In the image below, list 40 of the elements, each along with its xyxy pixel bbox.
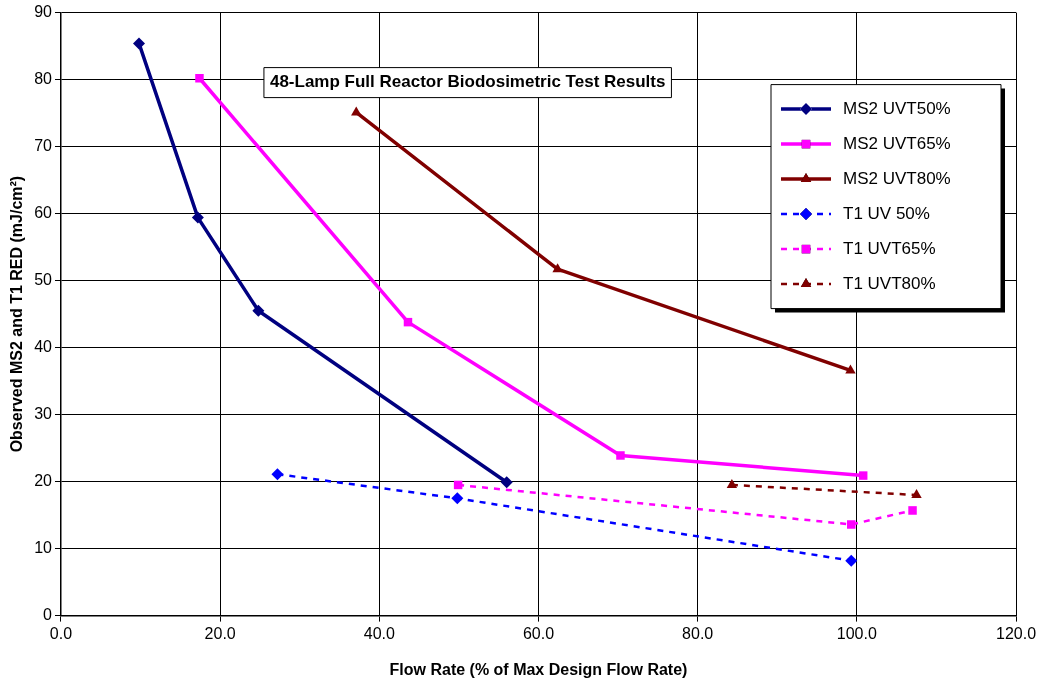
point — [908, 506, 917, 515]
point — [845, 554, 858, 567]
point — [500, 476, 513, 489]
legend-label: MS2 UVT65% — [843, 133, 951, 153]
x-tick-label: 100.0 — [836, 624, 877, 642]
y-tick-label: 10 — [34, 539, 53, 557]
y-tick-label: 20 — [34, 472, 53, 490]
point — [252, 304, 265, 317]
x-tick-label: 20.0 — [204, 624, 236, 642]
y-tick-label: 90 — [34, 3, 53, 21]
legend-label: MS2 UVT80% — [843, 168, 951, 188]
x-tick-label: 0.0 — [49, 624, 73, 642]
point — [847, 520, 856, 529]
legend-label: T1 UVT65% — [843, 238, 936, 258]
y-tick-label: 50 — [34, 271, 53, 289]
x-tick-label: 120.0 — [995, 624, 1037, 642]
y-tick-label: 60 — [34, 204, 53, 222]
point — [845, 364, 856, 374]
point — [858, 471, 868, 480]
x-axis-title: Flow Rate (% of Max Design Flow Rate) — [389, 660, 688, 678]
y-tick-label: 0 — [43, 606, 53, 624]
y-tick-label: 80 — [34, 70, 53, 88]
point — [191, 211, 204, 224]
y-axis-title: Observed MS2 and T1 RED (mJ/cm²) — [8, 175, 26, 453]
point — [271, 468, 284, 481]
x-tick-label: 60.0 — [522, 624, 555, 642]
point — [132, 37, 145, 50]
point — [552, 263, 563, 273]
y-tick-label: 30 — [34, 405, 53, 423]
point — [195, 74, 204, 83]
legend-label: T1 UVT80% — [843, 273, 936, 293]
x-tick-label: 40.0 — [363, 624, 395, 642]
legend-label: MS2 UVT50% — [843, 98, 951, 118]
y-tick-label: 70 — [34, 137, 53, 155]
point — [451, 492, 464, 505]
x-tick-label: 80.0 — [682, 624, 714, 642]
y-tick-label: 40 — [34, 338, 53, 356]
text: 48-Lamp Full Reactor Biodosimetric Test Results — [269, 72, 666, 92]
legend-label: T1 UV 50% — [843, 203, 930, 223]
point — [616, 451, 625, 460]
